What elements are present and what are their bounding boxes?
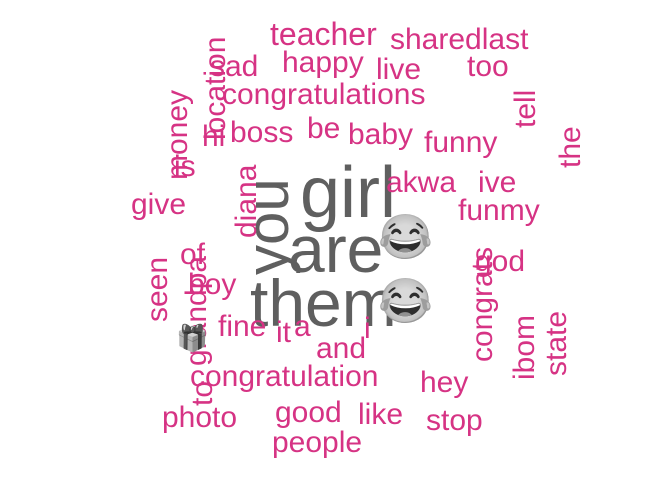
word-baby: baby <box>348 118 414 151</box>
word-photo: photo <box>162 401 238 434</box>
word-of: of <box>180 238 206 271</box>
word-is: is <box>174 150 196 183</box>
face-with-tears-of-joy-icon: 😂 <box>378 277 433 326</box>
word-akwa: akwa <box>386 166 457 199</box>
word-ive: ive <box>478 166 517 199</box>
word-congratulation: congratulation <box>190 360 379 393</box>
word-diana: diana <box>230 164 263 238</box>
word-hey: hey <box>420 366 469 399</box>
word-ibom: ibom <box>508 314 541 380</box>
word-fine: fine <box>218 310 267 343</box>
word-boss: boss <box>230 116 294 149</box>
word-seen: seen <box>141 256 174 322</box>
word-hi: hi <box>202 120 226 153</box>
word-too: too <box>467 50 509 83</box>
word-people: people <box>272 426 363 459</box>
word-live: live <box>376 53 422 86</box>
word-like: like <box>358 398 404 431</box>
word-i: i <box>364 312 371 345</box>
word-teacher: teacher <box>270 16 377 52</box>
word-give: give <box>131 188 187 221</box>
word-god: god <box>475 245 526 278</box>
word-happy: happy <box>282 46 364 79</box>
gift-icon: 🎁 <box>176 324 209 353</box>
word-them: them <box>250 266 397 340</box>
word-state: state <box>540 310 573 376</box>
word-it: it <box>276 316 291 349</box>
word-girl: girl <box>300 153 397 233</box>
word-sad: sad <box>210 50 259 83</box>
word-funny: funny <box>424 126 498 159</box>
word-sharedlast: sharedlast <box>390 23 529 56</box>
word-good: good <box>275 396 342 429</box>
word-boy: boy <box>188 268 237 301</box>
word-funmy: funmy <box>458 194 540 227</box>
face-with-tears-of-joy-icon: 😂 <box>378 213 433 262</box>
word-be: be <box>307 112 341 145</box>
word-a: a <box>294 310 311 343</box>
word-are: are <box>288 212 384 286</box>
word-congratulations: congratulations <box>222 78 426 111</box>
word-stop: stop <box>426 404 483 437</box>
word-tell: tell <box>509 89 542 128</box>
word-the: the <box>554 126 587 168</box>
word-and: and <box>316 332 367 365</box>
